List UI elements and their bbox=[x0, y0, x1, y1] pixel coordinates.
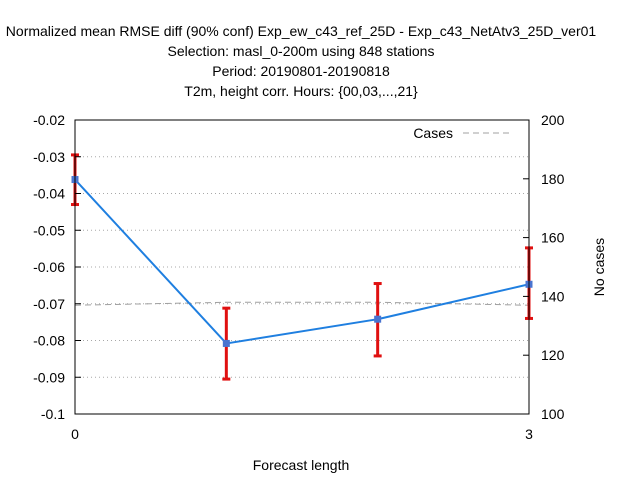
y2-tick-label: 100 bbox=[541, 406, 565, 422]
cases-line bbox=[74, 301, 530, 306]
x-tick-label: 3 bbox=[525, 426, 533, 442]
title-line-4: T2m, height corr. Hours: {00,03,...,21} bbox=[184, 83, 418, 99]
y-tick-label: -0.02 bbox=[33, 112, 65, 128]
main-series bbox=[71, 176, 533, 347]
y-tick-label: -0.03 bbox=[33, 149, 65, 165]
title-line-2: Selection: masl_0-200m using 848 station… bbox=[168, 43, 435, 59]
y-axis-right: 200 180 160 140 120 100 bbox=[523, 112, 565, 422]
x-axis-label: Forecast length bbox=[253, 457, 350, 473]
title-line-1: Normalized mean RMSE diff (90% conf) Exp… bbox=[6, 23, 597, 39]
y2-tick-label: 180 bbox=[541, 171, 565, 187]
y-tick-label: -0.05 bbox=[33, 222, 65, 238]
legend-label: Cases bbox=[413, 125, 453, 141]
grid-lines bbox=[75, 156, 529, 378]
title-line-3: Period: 20190801-20190818 bbox=[212, 63, 390, 79]
y2-tick-label: 120 bbox=[541, 347, 565, 363]
data-point-1 bbox=[222, 339, 230, 347]
y-tick-label: -0.07 bbox=[33, 296, 65, 312]
y2-tick-label: 200 bbox=[541, 112, 565, 128]
y-tick-label: -0.08 bbox=[33, 333, 65, 349]
y-tick-label: -0.06 bbox=[33, 259, 65, 275]
x-tick-label: 0 bbox=[71, 426, 79, 442]
series-line bbox=[74, 178, 530, 345]
y2-tick-label: 140 bbox=[541, 288, 565, 304]
y2-axis-label: No cases bbox=[591, 238, 607, 296]
y2-tick-label: 160 bbox=[541, 230, 565, 246]
y-tick-label: -0.1 bbox=[41, 406, 65, 422]
y-tick-label: -0.09 bbox=[33, 369, 65, 385]
y-axis-left: -0.02 -0.03 -0.04 -0.05 -0.06 -0.07 -0.08 -0.09… bbox=[33, 112, 81, 422]
legend: Cases bbox=[413, 125, 513, 141]
chart-title: Normalized mean RMSE diff (90% conf) Exp… bbox=[6, 23, 597, 99]
y-tick-label: -0.04 bbox=[33, 186, 65, 202]
data-point-2 bbox=[374, 315, 382, 323]
cases-series bbox=[74, 301, 530, 306]
